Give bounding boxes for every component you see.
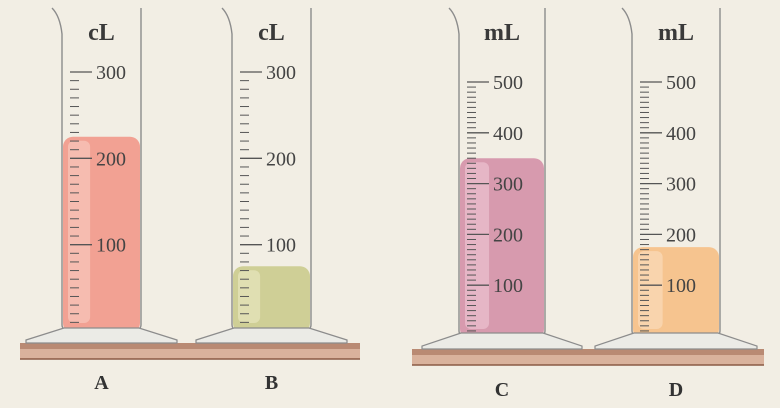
liquid-b-shine — [238, 270, 261, 323]
tick-label: 300 — [96, 62, 126, 84]
tick-label: 300 — [493, 174, 523, 196]
tick-label: 200 — [666, 224, 696, 246]
tick-label: 100 — [266, 235, 296, 257]
scale-d: 100 200 300 400 500 — [640, 72, 696, 332]
tick-label: 500 — [666, 72, 696, 94]
unit-label-c: mL — [484, 20, 520, 46]
tick-label: 400 — [666, 123, 696, 145]
cylinder-label-c: C — [495, 379, 509, 401]
shelf-right-face — [412, 355, 764, 365]
tick-label: 300 — [666, 174, 696, 196]
tick-label: 300 — [266, 62, 296, 84]
cylinder-c: mL 100 200 300 400 500 C — [421, 7, 583, 401]
tick-label: 200 — [493, 224, 523, 246]
base-d — [594, 332, 758, 350]
scale-a: 100 200 300 — [70, 62, 126, 323]
cylinder-label-d: D — [669, 379, 683, 401]
tick-label: 500 — [493, 72, 523, 94]
tick-label: 200 — [266, 148, 296, 170]
tick-label: 100 — [666, 275, 696, 297]
unit-label-d: mL — [658, 20, 694, 46]
cylinder-b: cL 100 200 300 B — [195, 7, 348, 394]
unit-label-a: cL — [88, 20, 115, 46]
shelf-right-top — [412, 349, 764, 355]
liquid-c-shine — [465, 162, 490, 329]
liquid-d-shine — [638, 251, 663, 329]
base-a — [25, 327, 178, 344]
unit-label-b: cL — [258, 20, 285, 46]
scale-c: 100 200 300 400 500 — [467, 72, 523, 332]
cylinder-label-b: B — [265, 372, 278, 394]
shelf-left-top — [20, 343, 360, 349]
scale-b: 100 200 300 — [240, 62, 296, 323]
base-c — [421, 332, 583, 350]
cylinder-a: cL 100 200 300 A — [25, 7, 178, 394]
cylinder-d: mL 100 200 300 400 500 D — [594, 7, 758, 401]
liquid-a-shine — [68, 140, 91, 323]
tick-label: 200 — [96, 148, 126, 170]
tick-label: 100 — [96, 235, 126, 257]
tick-label: 400 — [493, 123, 523, 145]
shelf-left — [20, 343, 360, 360]
shelf-left-face — [20, 349, 360, 359]
tick-label: 100 — [493, 275, 523, 297]
shelf-right — [412, 349, 764, 366]
cylinder-label-a: A — [94, 372, 109, 394]
base-b — [195, 327, 348, 344]
